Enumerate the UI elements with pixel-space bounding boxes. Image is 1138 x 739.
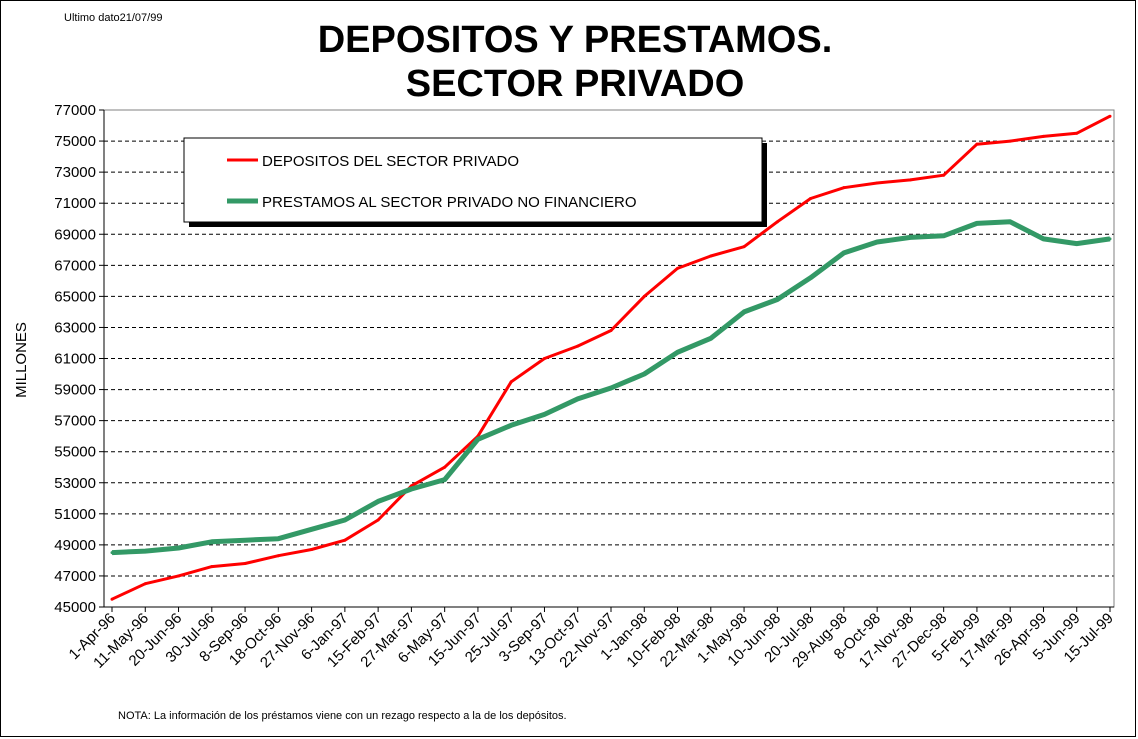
data-point-prestamos bbox=[609, 386, 613, 390]
data-point-depositos bbox=[576, 344, 580, 348]
data-point-depositos bbox=[1108, 114, 1112, 118]
data-point-prestamos bbox=[576, 397, 580, 401]
y-tick-label: 63000 bbox=[54, 319, 96, 336]
data-point-prestamos bbox=[542, 412, 546, 416]
data-point-prestamos bbox=[875, 240, 879, 244]
legend: DEPOSITOS DEL SECTOR PRIVADO PRESTAMOS A… bbox=[183, 137, 767, 227]
data-point-depositos bbox=[276, 554, 280, 558]
data-point-prestamos bbox=[509, 423, 513, 427]
legend-label-depositos: DEPOSITOS DEL SECTOR PRIVADO bbox=[262, 153, 519, 170]
data-point-prestamos bbox=[809, 276, 813, 280]
data-point-prestamos bbox=[975, 221, 979, 225]
data-point-prestamos bbox=[343, 518, 347, 522]
data-point-prestamos bbox=[276, 537, 280, 541]
data-point-prestamos bbox=[443, 478, 447, 482]
y-tick-label: 61000 bbox=[54, 351, 96, 368]
data-point-prestamos bbox=[143, 549, 147, 553]
data-point-depositos bbox=[376, 518, 380, 522]
data-point-depositos bbox=[509, 380, 513, 384]
y-tick-label: 69000 bbox=[54, 226, 96, 243]
data-point-depositos bbox=[742, 245, 746, 249]
data-point-depositos bbox=[243, 562, 247, 566]
data-point-depositos bbox=[343, 538, 347, 542]
data-point-depositos bbox=[975, 142, 979, 146]
y-tick-label: 47000 bbox=[54, 568, 96, 585]
y-tick-label: 71000 bbox=[54, 195, 96, 212]
data-point-prestamos bbox=[243, 538, 247, 542]
data-point-prestamos bbox=[1108, 237, 1112, 241]
y-tick-label: 55000 bbox=[54, 444, 96, 461]
chart-title-line1: DEPOSITOS Y PRESTAMOS. bbox=[317, 19, 833, 61]
data-point-prestamos bbox=[942, 234, 946, 238]
data-point-prestamos bbox=[409, 487, 413, 491]
y-tick-label: 67000 bbox=[54, 257, 96, 274]
data-point-depositos bbox=[842, 186, 846, 190]
data-point-depositos bbox=[177, 574, 181, 578]
y-tick-label: 49000 bbox=[54, 537, 96, 554]
y-tick-label: 59000 bbox=[54, 382, 96, 399]
y-tick-label: 51000 bbox=[54, 506, 96, 523]
data-point-depositos bbox=[210, 565, 214, 569]
data-point-prestamos bbox=[908, 235, 912, 239]
y-tick-label: 57000 bbox=[54, 413, 96, 430]
data-point-depositos bbox=[942, 173, 946, 177]
data-point-depositos bbox=[1008, 139, 1012, 143]
last-data-label: Ultimo dato21/07/99 bbox=[64, 12, 163, 24]
data-point-depositos bbox=[775, 220, 779, 224]
data-point-depositos bbox=[443, 465, 447, 469]
data-point-prestamos bbox=[642, 372, 646, 376]
data-point-prestamos bbox=[1075, 242, 1079, 246]
data-point-depositos bbox=[676, 266, 680, 270]
data-point-depositos bbox=[875, 181, 879, 185]
chart-title-line2: SECTOR PRIVADO bbox=[405, 63, 745, 105]
data-point-depositos bbox=[110, 597, 114, 601]
data-point-depositos bbox=[310, 548, 314, 552]
data-point-depositos bbox=[809, 197, 813, 201]
data-point-prestamos bbox=[742, 310, 746, 314]
data-point-depositos bbox=[642, 294, 646, 298]
y-axis-label: MILLONES bbox=[13, 322, 30, 398]
data-point-prestamos bbox=[310, 527, 314, 531]
data-point-depositos bbox=[1041, 134, 1045, 138]
legend-label-prestamos: PRESTAMOS AL SECTOR PRIVADO NO FINANCIER… bbox=[262, 194, 637, 211]
data-point-prestamos bbox=[1008, 220, 1012, 224]
data-point-prestamos bbox=[1041, 237, 1045, 241]
y-tick-label: 53000 bbox=[54, 475, 96, 492]
data-point-prestamos bbox=[709, 336, 713, 340]
data-point-prestamos bbox=[210, 540, 214, 544]
y-tick-label: 75000 bbox=[54, 133, 96, 150]
series-layer bbox=[110, 114, 1112, 601]
data-point-prestamos bbox=[775, 297, 779, 301]
legend-box bbox=[183, 137, 763, 223]
data-point-prestamos bbox=[676, 350, 680, 354]
data-point-depositos bbox=[143, 582, 147, 586]
data-point-prestamos bbox=[476, 437, 480, 441]
data-point-prestamos bbox=[376, 499, 380, 503]
y-tick-label: 45000 bbox=[54, 599, 96, 616]
data-point-depositos bbox=[709, 254, 713, 258]
footnote: NOTA: La información de los préstamos vi… bbox=[118, 710, 567, 722]
data-point-depositos bbox=[542, 357, 546, 360]
y-tick-label: 65000 bbox=[54, 288, 96, 305]
chart-title: DEPOSITOS Y PRESTAMOS. SECTOR PRIVADO bbox=[180, 18, 970, 106]
data-point-depositos bbox=[1075, 131, 1079, 135]
data-point-prestamos bbox=[177, 546, 181, 550]
data-point-depositos bbox=[908, 178, 912, 182]
y-tick-label: 73000 bbox=[54, 164, 96, 181]
data-point-prestamos bbox=[842, 251, 846, 255]
data-point-prestamos bbox=[110, 551, 114, 555]
y-tick-label: 77000 bbox=[54, 102, 96, 119]
data-point-depositos bbox=[609, 329, 613, 333]
